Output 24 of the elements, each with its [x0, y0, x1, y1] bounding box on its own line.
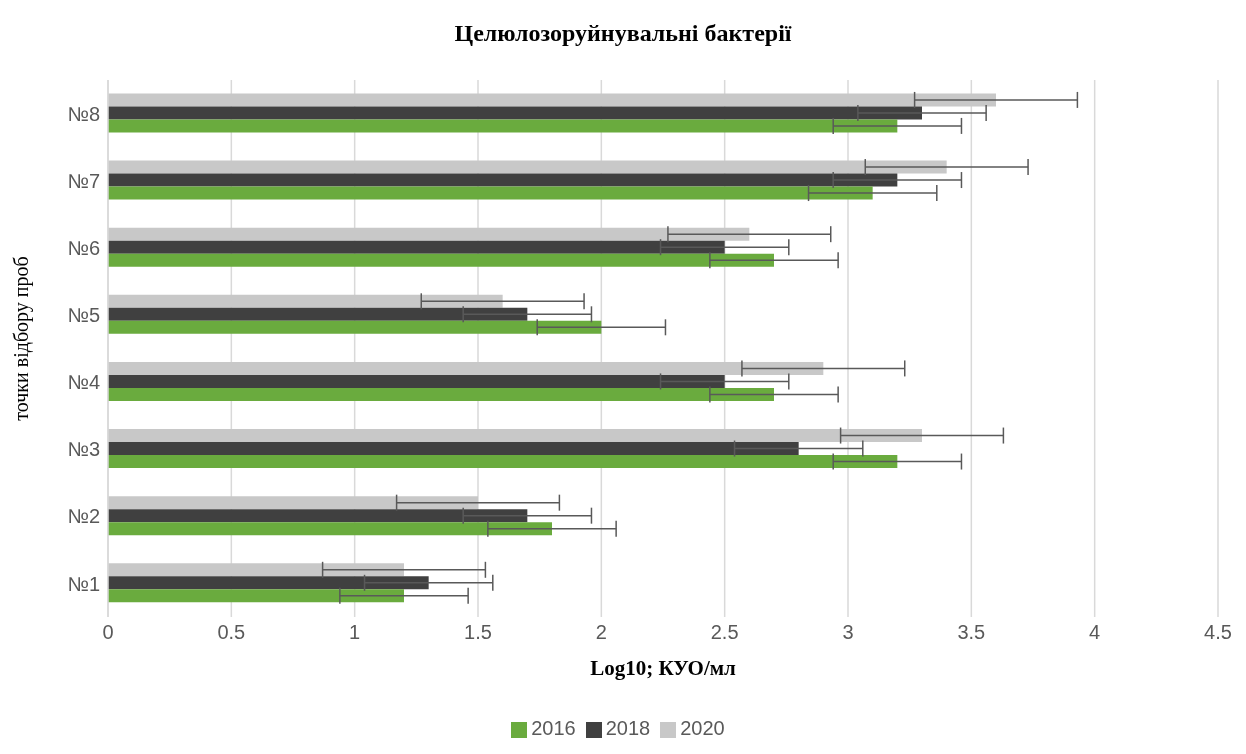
x-tick-label: 1.5: [464, 621, 492, 644]
legend-label: 2018: [605, 717, 651, 739]
y-tick-label: №5: [67, 304, 100, 327]
x-tick-label: 2: [595, 621, 607, 644]
x-tick-label: 2.5: [710, 621, 739, 644]
chart-title: Целюлозоруйнувальні бактерії: [453, 19, 793, 48]
legend-label: 2016: [531, 717, 576, 739]
x-tick-label: 4: [1089, 621, 1101, 644]
x-tick-label: 3.5: [957, 621, 986, 644]
x-tick-label: 3: [842, 621, 854, 644]
y-tick-label: №1: [67, 572, 100, 595]
x-tick-label: 0.5: [217, 621, 246, 644]
x-tick-label: 0: [102, 621, 114, 644]
y-axis-title: точки відбору проб: [9, 255, 33, 421]
x-tick-label: 4.5: [1204, 621, 1232, 644]
y-tick-label: №3: [67, 438, 100, 461]
y-tick-label: №2: [67, 505, 100, 528]
y-tick-label: №8: [67, 102, 100, 125]
legend-label: 2020: [680, 717, 725, 739]
y-tick-label: №6: [67, 236, 100, 259]
y-tick-label: №4: [67, 371, 100, 394]
x-tick-label: 1: [349, 621, 361, 644]
y-tick-label: №7: [67, 169, 100, 192]
x-axis-title: Log10; КУО/мл: [590, 656, 737, 680]
